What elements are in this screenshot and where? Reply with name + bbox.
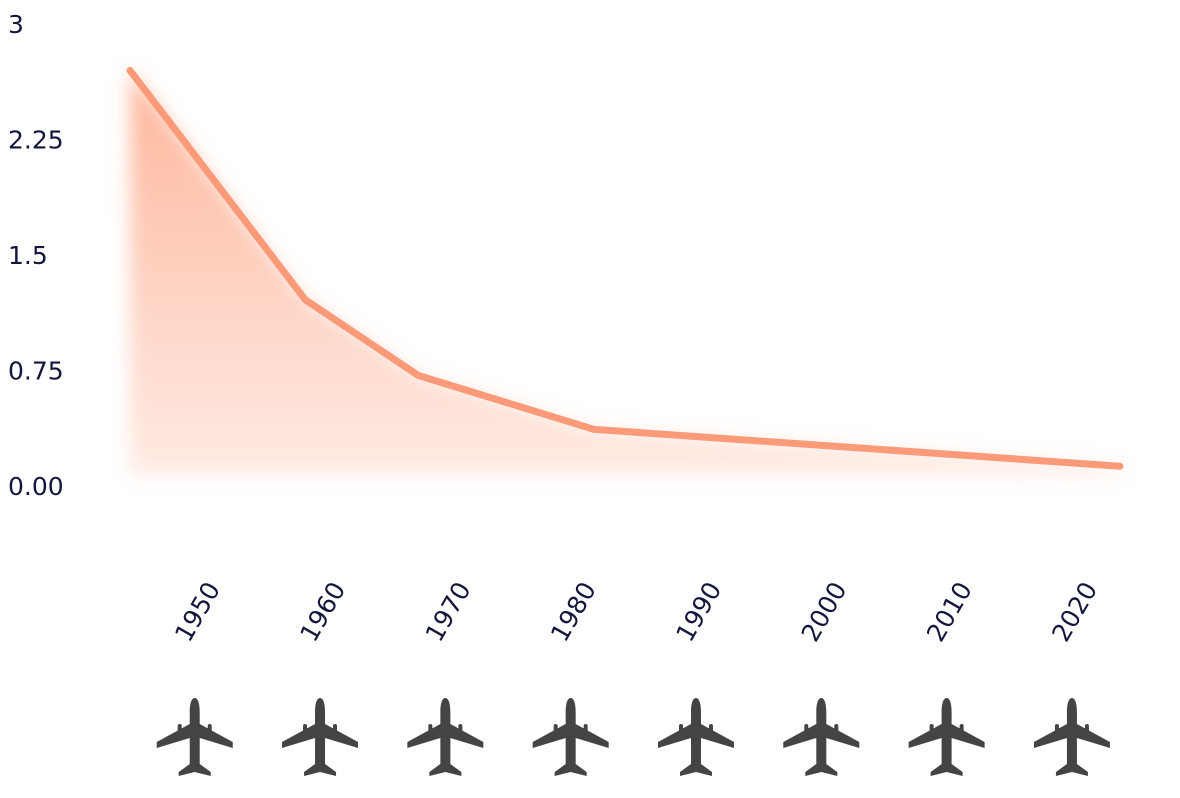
plane-wings: [908, 724, 985, 748]
plane-engine: [678, 724, 683, 734]
plane-engine: [553, 724, 558, 734]
plane-icon: [783, 698, 860, 776]
y-tick-label: 0.75: [8, 357, 64, 386]
plane-engine: [583, 724, 588, 734]
y-tick-label: 3: [8, 10, 24, 39]
plane-engine: [708, 724, 713, 734]
plane-wings: [156, 724, 233, 748]
x-tick-label: 1950: [169, 577, 226, 647]
x-tick-label: 2020: [1046, 577, 1103, 647]
plane-wings: [532, 724, 609, 748]
plane-icon: [282, 698, 359, 776]
plane-icon: [657, 698, 734, 776]
x-tick-label: 1990: [670, 577, 727, 647]
plane-engine: [458, 724, 463, 734]
plane-wings: [657, 724, 734, 748]
plane-wings: [282, 724, 359, 748]
y-tick-label: 1.5: [8, 241, 48, 270]
plane-wings: [1033, 724, 1110, 748]
plane-wings: [407, 724, 484, 748]
plane-engine: [303, 724, 308, 734]
y-tick-label: 2.25: [8, 126, 64, 155]
plane-engine: [959, 724, 964, 734]
plane-engine: [177, 724, 182, 734]
plane-engine: [1084, 724, 1089, 734]
line: [126, 67, 1124, 470]
x-tick-label: 1960: [294, 577, 351, 647]
y-tick-label: 0.00: [8, 472, 64, 501]
plane-engine: [1054, 724, 1059, 734]
plane-icon: [532, 698, 609, 776]
plane-engine: [834, 724, 839, 734]
plane-engine: [428, 724, 433, 734]
plane-icon: [1033, 698, 1110, 776]
plane-engine: [929, 724, 934, 734]
plane-engine: [333, 724, 338, 734]
x-tick-label: 2000: [796, 577, 853, 647]
plane-engine: [207, 724, 212, 734]
plane-engine: [804, 724, 809, 734]
plane-icon: [156, 698, 233, 776]
x-tick-label: 2010: [921, 577, 978, 647]
plane-wings: [783, 724, 860, 748]
x-tick-label: 1970: [420, 577, 477, 647]
area: [130, 70, 1120, 474]
plane-icon: [908, 698, 985, 776]
x-tick-label: 1980: [545, 577, 602, 647]
plane-icon: [407, 698, 484, 776]
